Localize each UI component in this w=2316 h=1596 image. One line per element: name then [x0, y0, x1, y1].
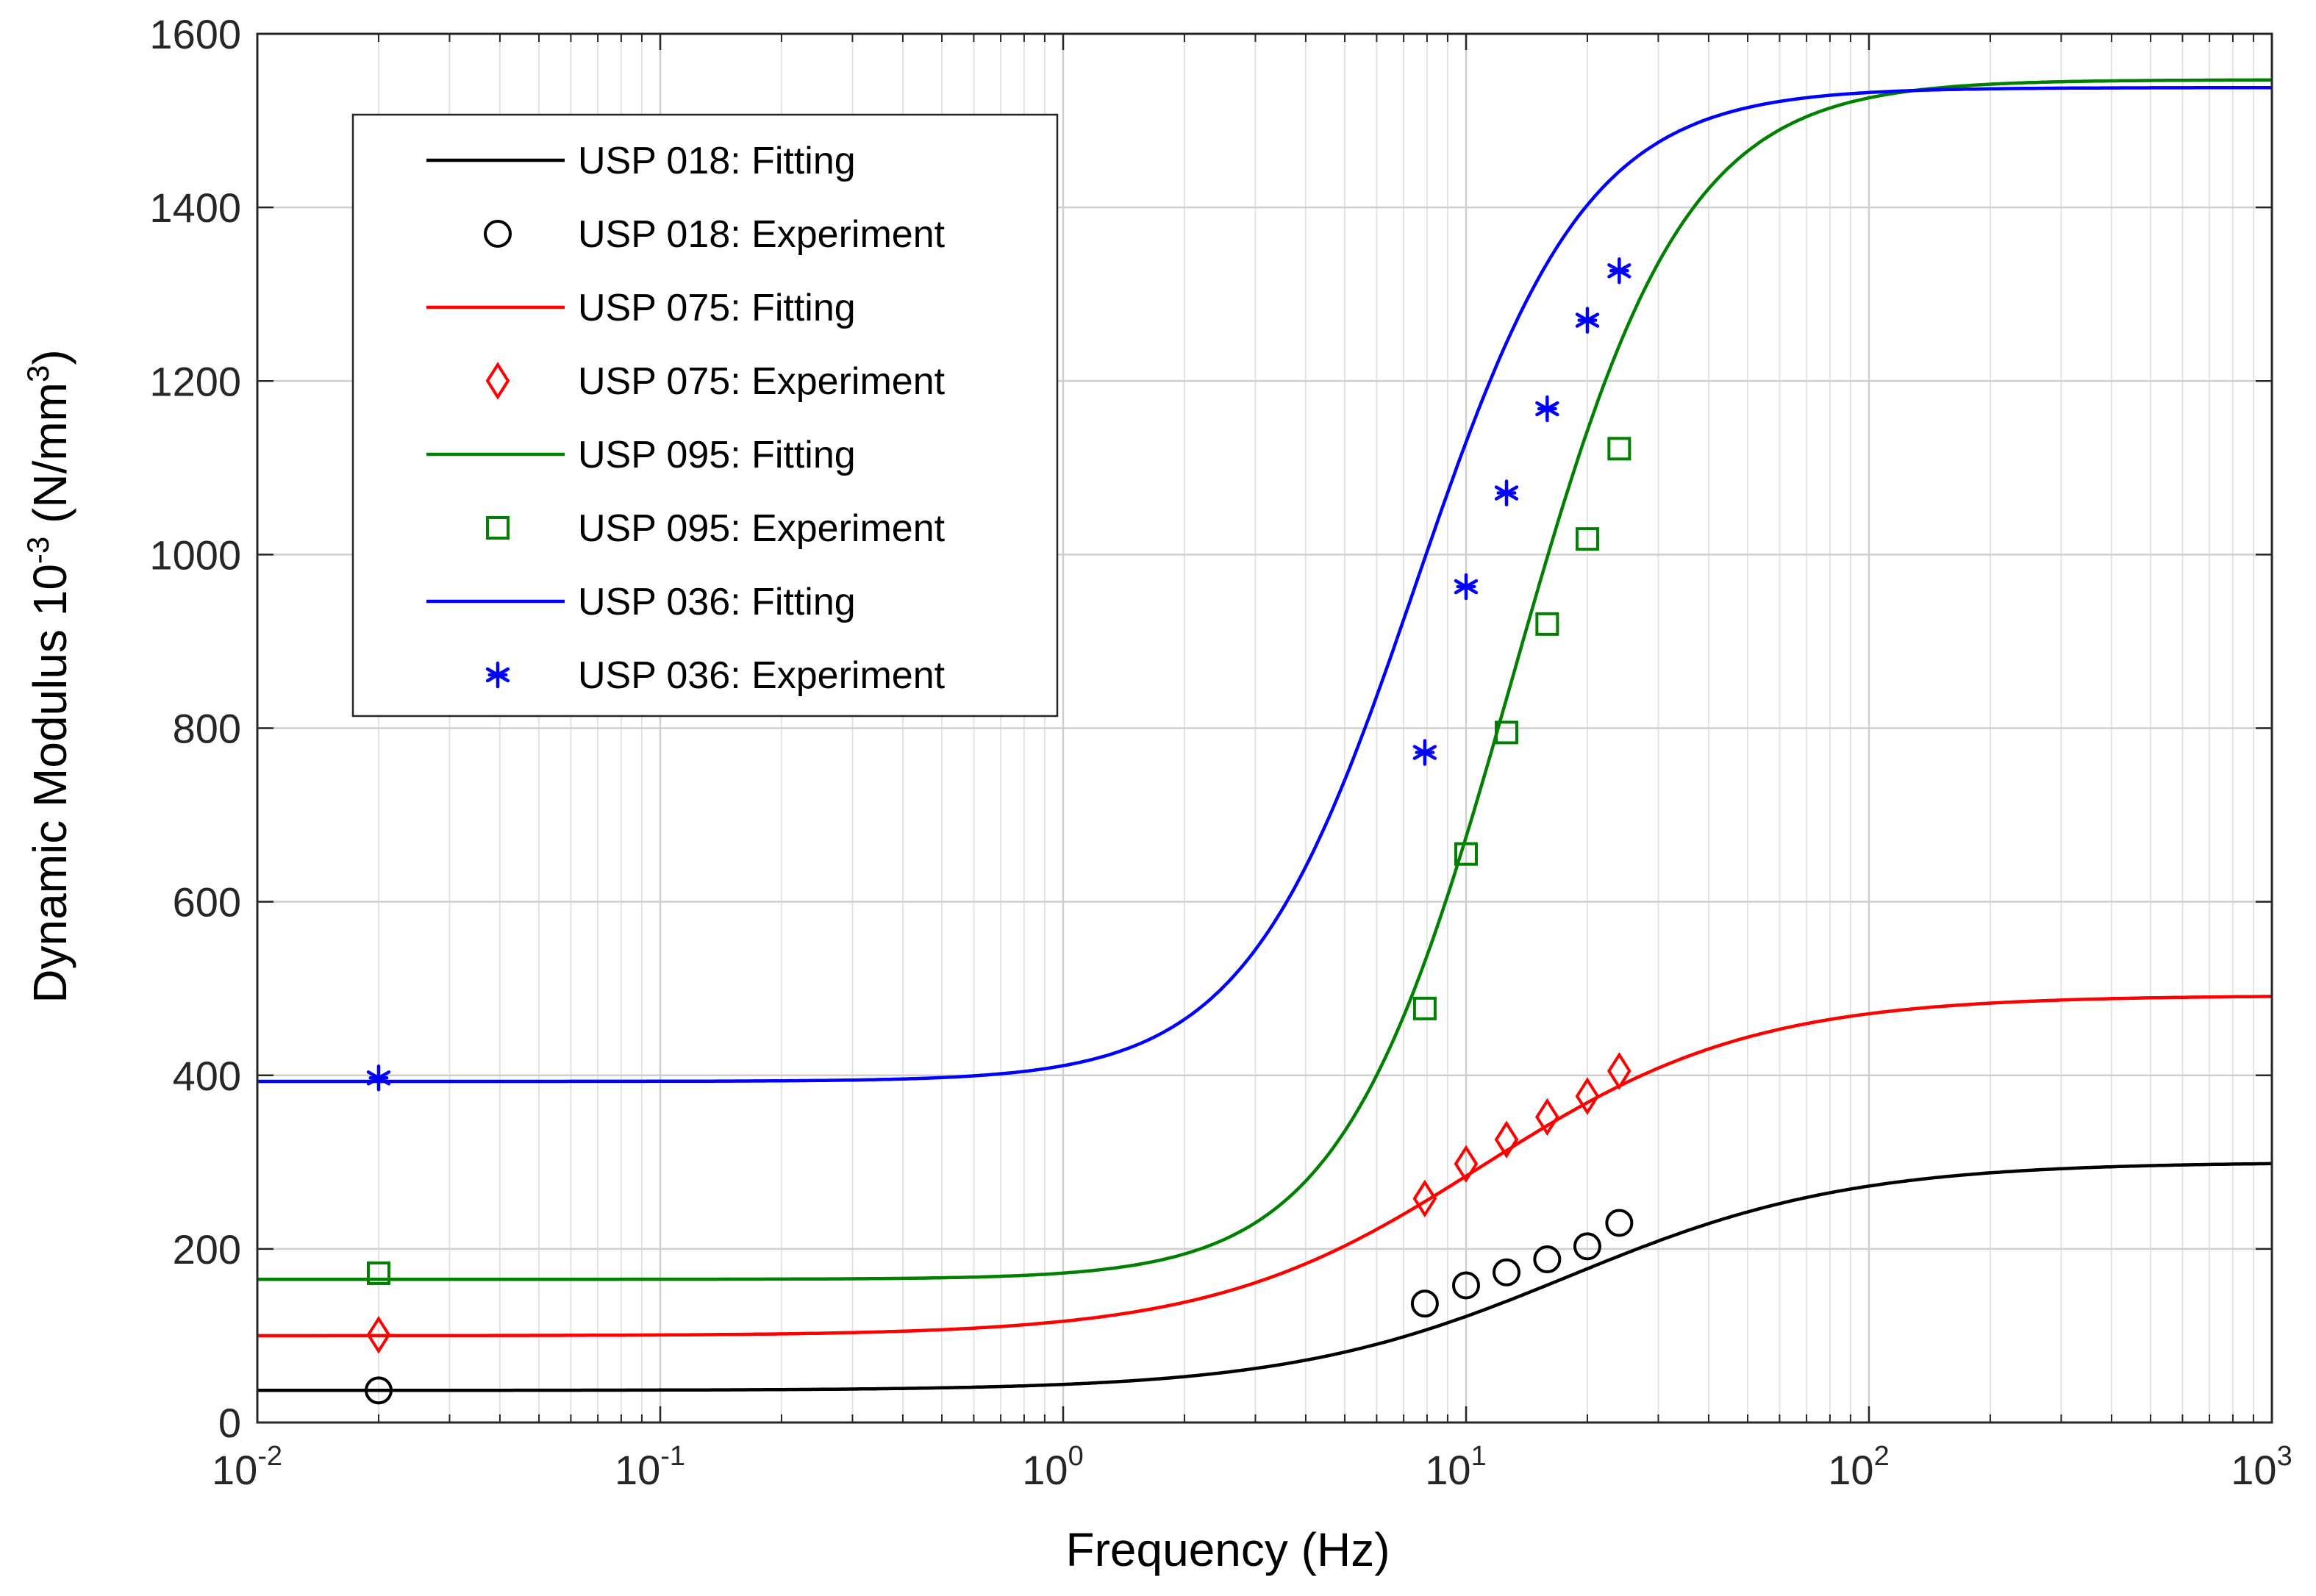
usp-018-experiment-point	[1605, 1209, 1634, 1237]
x-tick-label: 102	[1828, 1441, 1889, 1493]
usp-036-experiment-point	[1575, 307, 1600, 334]
usp-018-experiment-point	[1410, 1289, 1439, 1318]
legend-box	[351, 113, 1059, 718]
usp-095-legend-experiment-label: USP 095: Experiment	[578, 507, 946, 550]
usp-036-experiment-point	[1412, 739, 1437, 766]
axis-ticks: 10-2 10-1 100 101 102 103 0 200 400 600 800 1000 120…	[149, 11, 2292, 1493]
y-tick-label: 400	[173, 1053, 241, 1099]
usp-075-experiment-point	[1534, 1098, 1559, 1137]
usp-075-experiment-point	[366, 1316, 391, 1354]
y-tick-label: 1400	[149, 185, 241, 231]
x-tick-label: 10-2	[212, 1441, 282, 1493]
usp-095-legend-marker-swatch	[486, 516, 510, 540]
series-usp-018	[257, 1162, 2273, 1405]
series-usp-075	[257, 995, 2273, 1354]
y-tick-label: 0	[218, 1400, 241, 1446]
usp-095-experiment-point	[1454, 842, 1478, 866]
x-tick-label: 103	[2231, 1441, 2292, 1493]
usp-075-experiment-point	[1494, 1120, 1519, 1159]
x-tick-label: 10-1	[615, 1441, 685, 1493]
usp-036-legend-marker-swatch	[485, 661, 510, 689]
usp-095-experiment-point	[1535, 612, 1559, 636]
usp-018-experiment-point	[364, 1376, 393, 1405]
x-tick-label: 100	[1022, 1441, 1083, 1493]
usp-095-experiment-point	[366, 1261, 390, 1285]
usp-036-experiment-point	[1535, 395, 1559, 423]
usp-018-legend-fitting-label: USP 018: Fitting	[578, 140, 856, 182]
usp-018-experiment-point	[1493, 1258, 1521, 1287]
usp-095-experiment-point	[1607, 437, 1631, 461]
usp-075-legend-marker-swatch	[485, 362, 510, 400]
usp-075-experiment-point	[1606, 1052, 1631, 1090]
usp-036-legend-experiment-label: USP 036: Experiment	[578, 654, 946, 697]
usp-075-experiment-point	[1412, 1179, 1437, 1218]
usp-018-legend-marker-swatch	[484, 220, 512, 248]
usp-095-legend-fitting-label: USP 095: Fitting	[578, 434, 856, 476]
usp-018-experiment-point	[1452, 1271, 1480, 1300]
y-tick-label: 1600	[149, 11, 241, 57]
y-tick-label: 800	[173, 706, 241, 752]
usp-095-experiment-point	[1575, 527, 1599, 551]
y-tick-label: 200	[173, 1226, 241, 1273]
series-usp-095	[257, 78, 2272, 1285]
usp-018-fitting-line	[257, 1162, 2273, 1392]
x-axis-title: Frequency (Hz)	[1066, 1523, 1390, 1576]
usp-095-fitting-line	[257, 78, 2272, 1281]
usp-036-experiment-point	[1454, 573, 1479, 601]
usp-075-experiment-point	[1454, 1145, 1479, 1183]
usp-095-experiment-point	[1412, 996, 1437, 1020]
usp-018-legend-experiment-label: USP 018: Experiment	[578, 213, 946, 256]
usp-075-legend-fitting-label: USP 075: Fitting	[578, 287, 856, 329]
series-layer	[257, 78, 2273, 1405]
y-axis-title: Dynamic Modulus 10-3 (N/mm3)	[21, 349, 76, 1003]
usp-036-fitting-line	[257, 86, 2272, 1084]
usp-095-experiment-point	[1495, 720, 1519, 745]
usp-075-legend-experiment-label: USP 075: Experiment	[578, 360, 946, 403]
y-tick-label: 1200	[149, 358, 241, 404]
x-tick-label: 101	[1425, 1441, 1486, 1493]
usp-018-experiment-point	[1573, 1232, 1601, 1261]
usp-036-experiment-point	[1494, 479, 1519, 507]
usp-018-experiment-point	[1533, 1245, 1562, 1274]
y-tick-label: 1000	[149, 532, 241, 578]
usp-075-experiment-point	[1575, 1077, 1600, 1115]
usp-036-experiment-point	[366, 1064, 391, 1092]
usp-036-experiment-point	[1607, 257, 1631, 285]
usp-036-legend-fitting-label: USP 036: Fitting	[578, 581, 856, 623]
usp-075-fitting-line	[257, 995, 2273, 1338]
series-usp-036	[257, 86, 2272, 1092]
legend: USP 018: Fitting USP 018: Experiment USP 0…	[351, 113, 1059, 718]
y-tick-label: 600	[173, 879, 241, 926]
